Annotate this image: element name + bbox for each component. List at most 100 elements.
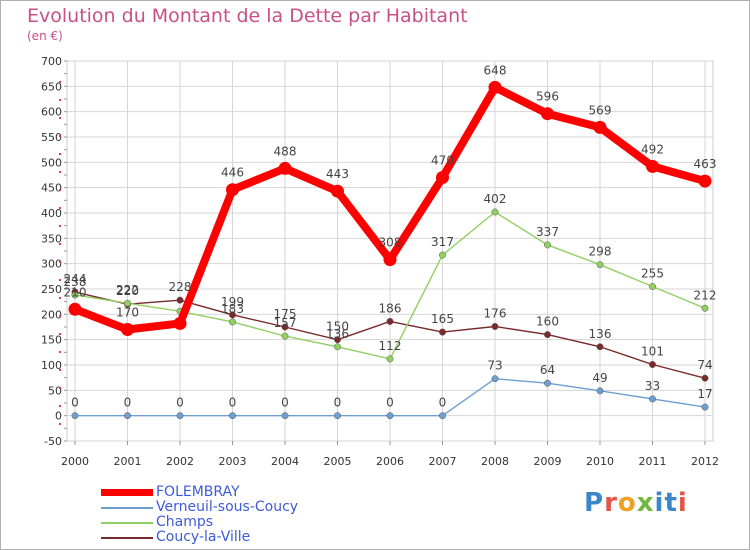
data-label: 199 [221,295,244,309]
data-label: 49 [592,371,607,385]
data-label: 488 [274,144,297,158]
data-label: 0 [386,396,394,410]
axis-dot [59,243,61,245]
data-label: 569 [589,103,612,117]
y-tick-label: 400 [41,207,62,220]
data-point [331,184,344,198]
x-tick-label: 2010 [586,455,614,468]
data-point [544,379,551,387]
data-point [491,375,499,383]
data-label: 136 [589,327,612,341]
brand-letter: o [617,488,637,518]
data-label: 255 [641,266,664,280]
data-point [334,336,341,344]
x-tick-label: 2012 [691,455,719,468]
data-label: 157 [274,316,297,330]
data-label: 183 [221,302,244,316]
data-point [229,412,236,420]
data-point [488,80,502,94]
data-label: 0 [124,396,132,410]
data-label: 101 [641,344,664,358]
y-tick-label: 600 [41,106,62,119]
data-point [71,291,79,299]
data-point [334,412,341,420]
x-tick-label: 2001 [114,455,142,468]
data-point [386,355,394,363]
data-label: 220 [116,284,139,298]
data-point [544,241,551,249]
legend-swatch [101,489,153,496]
data-point [281,323,289,331]
y-tick-label: 100 [41,359,62,372]
x-tick-label: 2002 [166,455,194,468]
x-tick-label: 2000 [61,455,89,468]
brand-letter: i [654,488,665,518]
data-label: 165 [431,312,454,326]
data-label: 470 [431,154,454,168]
brand-letter: x [636,488,655,518]
data-label: 443 [326,167,349,181]
data-point [541,107,554,121]
brand-letter: P [584,488,605,518]
data-label: 298 [589,245,612,259]
axis-dot [59,135,61,137]
data-point [439,251,446,259]
y-tick-label: 0 [55,410,62,423]
y-tick-label: 300 [41,258,62,271]
data-point [124,299,131,307]
data-label: 244 [64,272,87,286]
axis-dot [59,333,61,335]
data-label: 136 [326,327,349,341]
data-point [173,316,187,330]
brand-letter: r [604,488,618,518]
axis-dot [59,351,61,353]
legend-swatch [101,522,153,524]
data-label: 212 [694,288,717,302]
y-tick-label: 200 [41,308,62,321]
data-point [491,323,499,330]
data-label: 228 [169,280,192,294]
axis-dot [59,405,61,407]
data-point [281,412,289,420]
data-label: 74 [697,358,712,372]
axis-dot [59,279,61,281]
legend-swatch [101,507,153,509]
data-point [701,403,709,411]
axis-dot [59,117,61,119]
y-tick-label: 650 [41,80,62,93]
data-label: 596 [536,90,559,104]
legend-label: FOLEMBRAY [156,484,240,500]
y-tick-label: 550 [41,131,62,144]
data-point [176,296,184,304]
axis-dot [59,189,61,191]
y-tick-label: 250 [41,283,62,296]
data-label: 112 [379,339,402,353]
data-label: 463 [694,157,717,171]
data-point [491,208,499,216]
y-tick-label: -50 [44,435,62,448]
x-tick-label: 2008 [481,455,509,468]
data-label: 0 [439,396,447,410]
brand-logo: Proxiti [584,488,688,518]
brand-letter: i [677,488,688,518]
data-label: 308 [379,236,402,250]
data-point [698,174,712,188]
axis-dot [59,261,61,263]
axis-dot [59,207,61,209]
data-point [593,120,607,134]
data-point [439,328,446,336]
data-label: 648 [484,63,507,77]
legend-label: Coucy-la-Ville [156,529,251,545]
data-point [649,361,656,368]
axis-dot [59,297,61,299]
data-label: 446 [221,166,244,180]
x-tick-label: 2006 [376,455,404,468]
data-point [278,161,292,175]
y-tick-label: 500 [41,156,62,169]
data-point [124,412,131,420]
y-tick-label: 700 [41,55,62,68]
y-tick-label: 150 [41,334,62,347]
data-point [436,171,449,185]
data-label: 210 [64,285,87,299]
data-label: 238 [64,275,87,289]
